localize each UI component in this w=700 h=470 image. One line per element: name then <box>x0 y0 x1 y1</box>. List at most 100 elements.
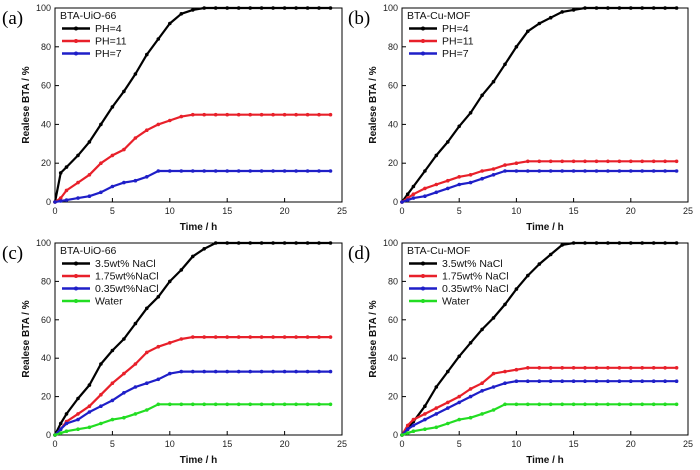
y-tick-label: 60 <box>388 315 398 325</box>
data-point <box>560 366 564 370</box>
x-tick-label: 5 <box>110 206 115 216</box>
data-point <box>640 159 644 164</box>
legend-entry: PH=7 <box>442 48 469 60</box>
data-point <box>606 366 610 370</box>
legend-entry: 3.5wt% NaCl <box>442 258 503 270</box>
data-point <box>468 394 473 399</box>
x-tick-label: 5 <box>110 439 115 449</box>
data-point <box>213 6 218 10</box>
data-point <box>411 417 416 422</box>
y-tick-label: 0 <box>46 430 51 440</box>
data-point <box>53 433 57 437</box>
data-point <box>156 377 161 382</box>
data-point <box>133 321 138 326</box>
data-point <box>179 337 184 341</box>
data-point <box>145 381 149 386</box>
series-line <box>401 169 677 204</box>
series-4 <box>53 402 333 437</box>
data-point <box>434 412 439 416</box>
data-point <box>651 241 656 245</box>
data-point <box>434 406 439 410</box>
legend-entry: PH=4 <box>442 23 469 35</box>
data-point <box>99 362 103 366</box>
data-point <box>606 379 610 384</box>
data-point <box>58 199 63 203</box>
data-point <box>87 194 92 198</box>
data-point <box>191 254 195 259</box>
data-point <box>629 241 633 245</box>
series-2 <box>53 335 333 437</box>
series-line <box>54 169 331 204</box>
data-point <box>480 389 484 393</box>
legend-entry: PH=11 <box>442 36 474 48</box>
y-tick-label: 80 <box>388 276 398 286</box>
series-line <box>401 403 677 437</box>
data-point <box>191 8 195 12</box>
y-tick-label: 40 <box>388 119 398 129</box>
data-point <box>526 366 530 370</box>
data-point <box>617 366 622 370</box>
series-line <box>401 160 677 203</box>
data-point <box>606 159 610 164</box>
data-point <box>480 176 484 181</box>
data-point <box>405 427 410 432</box>
data-point <box>122 391 126 395</box>
data-point <box>110 348 115 353</box>
data-point <box>294 6 298 10</box>
data-point <box>76 427 80 432</box>
data-point <box>133 136 138 140</box>
series-line <box>54 403 331 437</box>
data-point <box>179 169 184 173</box>
data-point <box>202 402 206 407</box>
data-point <box>282 241 287 245</box>
data-point <box>629 366 633 370</box>
series-3 <box>53 169 333 204</box>
data-point <box>225 112 229 117</box>
data-point <box>225 241 229 245</box>
series-line <box>401 380 677 436</box>
data-point <box>328 402 333 407</box>
data-point <box>651 402 656 407</box>
series-1 <box>400 241 679 437</box>
data-point <box>457 417 462 422</box>
data-point <box>145 128 149 132</box>
data-point <box>110 184 115 189</box>
series-3 <box>400 169 679 204</box>
data-point <box>76 412 80 416</box>
data-point <box>191 169 195 173</box>
data-point <box>606 241 610 245</box>
data-point <box>213 112 218 117</box>
data-point <box>468 111 473 115</box>
data-point <box>571 169 576 173</box>
data-point <box>248 112 252 117</box>
legend-entry: Water <box>442 296 470 308</box>
legend-marker <box>421 51 425 56</box>
data-point <box>248 241 252 245</box>
data-point <box>617 241 622 245</box>
data-point <box>168 21 172 26</box>
data-point <box>617 6 622 10</box>
data-point <box>617 379 622 384</box>
data-point <box>317 169 321 173</box>
y-tick-label: 60 <box>41 315 51 325</box>
data-point <box>537 169 542 173</box>
chart-panel-3: 0 5 10 15 20 25 0 20 40 60 80 100 Time / h Realese BT… <box>2 238 347 466</box>
data-point <box>236 241 241 245</box>
data-point <box>446 178 450 183</box>
data-point <box>248 335 252 339</box>
data-point <box>674 379 679 384</box>
data-point <box>434 182 439 187</box>
data-point <box>87 383 92 387</box>
data-point <box>328 112 333 117</box>
legend-entry: 1.75wt%NaCl <box>95 271 159 283</box>
data-point <box>411 423 416 428</box>
data-point <box>145 175 149 179</box>
data-point <box>305 369 310 374</box>
data-point <box>282 169 287 173</box>
data-point <box>457 394 462 399</box>
data-point <box>560 402 564 407</box>
x-tick-label: 10 <box>511 206 521 216</box>
data-point <box>537 402 542 407</box>
x-tick-label: 10 <box>511 439 521 449</box>
data-point <box>640 402 644 407</box>
